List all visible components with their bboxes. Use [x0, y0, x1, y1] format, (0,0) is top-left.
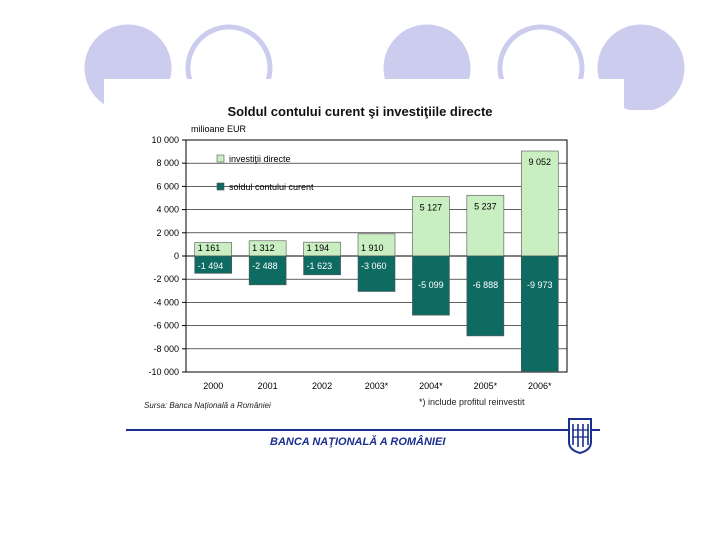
bar-soldul-contului-curent — [194, 255, 233, 274]
bar-soldul-contului-curent — [520, 255, 559, 372]
data-label-soldul-contului-curent: -5 099 — [418, 280, 444, 290]
data-label-investitii-directe: 1 161 — [198, 243, 221, 253]
legend-swatch-soldul-contului-curent — [216, 182, 225, 191]
data-label-soldul-contului-curent: -9 973 — [527, 280, 553, 290]
legend-swatch-investitii-directe — [216, 154, 225, 163]
y-unit-label: milioane EUR — [191, 124, 247, 134]
x-tick-label: 2000 — [203, 381, 223, 391]
y-tick-label: -8 000 — [153, 344, 179, 354]
x-tick-label: 2004* — [419, 381, 443, 391]
x-tick-label: 2005* — [474, 381, 498, 391]
y-tick-label: 6 000 — [156, 181, 179, 191]
bank-name: BANCA NAŢIONALĂ A ROMÂNIEI — [270, 436, 446, 448]
bar-soldul-contului-curent — [248, 255, 287, 286]
chart-footnote: *) include profitul reinvestit — [419, 397, 525, 407]
data-label-soldul-contului-curent: -3 060 — [361, 261, 387, 271]
decorative-mask — [104, 79, 624, 110]
data-label-soldul-contului-curent: -2 488 — [252, 261, 278, 271]
data-label-investitii-directe: 1 194 — [307, 243, 330, 253]
bar-investitii-directe — [520, 150, 559, 257]
data-label-investitii-directe: 9 052 — [529, 157, 552, 167]
data-label-investitii-directe: 5 127 — [420, 203, 443, 213]
x-tick-label: 2002 — [312, 381, 332, 391]
y-tick-label: -4 000 — [153, 297, 179, 307]
y-tick-label: 2 000 — [156, 228, 179, 238]
bar-soldul-contului-curent — [357, 255, 396, 292]
y-tick-label: -6 000 — [153, 321, 179, 331]
footer-rule — [126, 429, 600, 431]
y-tick-label: -2 000 — [153, 274, 179, 284]
bnr-logo-icon — [568, 418, 592, 454]
data-label-investitii-directe: 1 312 — [252, 243, 275, 253]
y-tick-label: 4 000 — [156, 205, 179, 215]
chart-source: Sursa: Banca Naţională a României — [144, 401, 271, 410]
data-label-soldul-contului-curent: -6 888 — [473, 280, 499, 290]
data-label-investitii-directe: 5 237 — [474, 201, 497, 211]
data-label-investitii-directe: 1 910 — [361, 243, 384, 253]
legend-label-investitii-directe: investiţii directe — [229, 154, 291, 164]
bar-soldul-contului-curent — [466, 255, 505, 337]
x-tick-label: 2006* — [528, 381, 552, 391]
bar-soldul-contului-curent — [412, 255, 450, 316]
y-tick-label: -10 000 — [148, 367, 179, 377]
header-decoration — [84, 24, 685, 110]
x-tick-label: 2003* — [365, 381, 389, 391]
chart-title: Soldul contului curent şi investiţiile d… — [227, 104, 493, 119]
bar-investitii-directe — [466, 194, 505, 257]
data-label-soldul-contului-curent: -1 623 — [307, 261, 333, 271]
bar-soldul-contului-curent — [303, 255, 341, 276]
x-tick-label: 2001 — [258, 381, 278, 391]
y-tick-label: 8 000 — [156, 158, 179, 168]
legend-label-soldul-contului-curent: soldul contului curent — [229, 182, 314, 192]
y-tick-label: 0 — [174, 251, 179, 261]
y-tick-label: 10 000 — [151, 135, 179, 145]
data-label-soldul-contului-curent: -1 494 — [198, 261, 224, 271]
